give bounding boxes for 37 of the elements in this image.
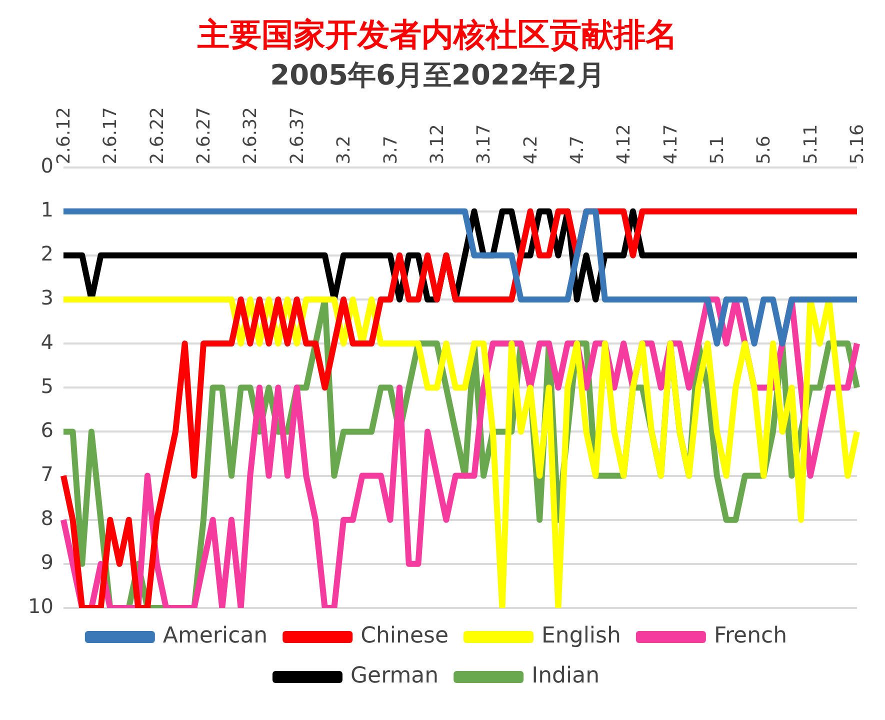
y-tick-label: 4 [40,330,54,354]
x-tick-label: 4.7 [566,136,588,164]
legend-label: Chinese [360,624,449,649]
x-tick-label: 3.12 [426,124,448,164]
y-tick-label: 2 [40,242,54,266]
x-tick-label: 2.6.17 [100,106,122,164]
x-tick-label: 2.6.12 [54,106,75,164]
y-tick-label: 6 [40,418,54,442]
x-tick-label: 3.17 [474,124,495,164]
x-tick-label: 5.6 [754,136,775,164]
x-tick-label: 4.12 [614,124,635,164]
x-tick-label: 5.11 [800,124,822,164]
y-tick-label: 1 [40,198,54,222]
x-tick-label: 2.6.37 [286,106,308,164]
y-tick-label: 5 [40,374,54,398]
chart-subtitle: 2005年6月至2022年2月 [270,58,605,92]
legend-label: French [714,624,788,649]
y-tick-label: 10 [28,594,54,618]
y-tick-label: 7 [40,462,54,486]
legend-label: Indian [532,664,600,689]
x-tick-label: 4.2 [520,136,542,164]
x-tick-label: 4.17 [660,124,682,164]
x-tick-label: 2.6.22 [146,106,168,164]
x-tick-label: 5.1 [707,136,728,164]
x-tick-label: 2.6.32 [240,106,262,164]
y-tick-label: 9 [40,550,54,574]
x-tick-label: 3.7 [380,136,402,164]
legend-label: American [162,624,268,649]
x-tick-label: 3.2 [334,136,355,164]
y-tick-label: 8 [40,506,54,530]
legend-label: English [542,624,621,649]
x-tick-label: 2.6.27 [194,106,215,164]
chart-title: 主要国家开发者内核社区贡献排名 [196,16,678,54]
y-tick-label: 3 [40,286,54,310]
legend-label: German [350,664,439,689]
x-tick-label: 5.16 [847,124,868,164]
y-tick-label: 0 [40,153,54,178]
